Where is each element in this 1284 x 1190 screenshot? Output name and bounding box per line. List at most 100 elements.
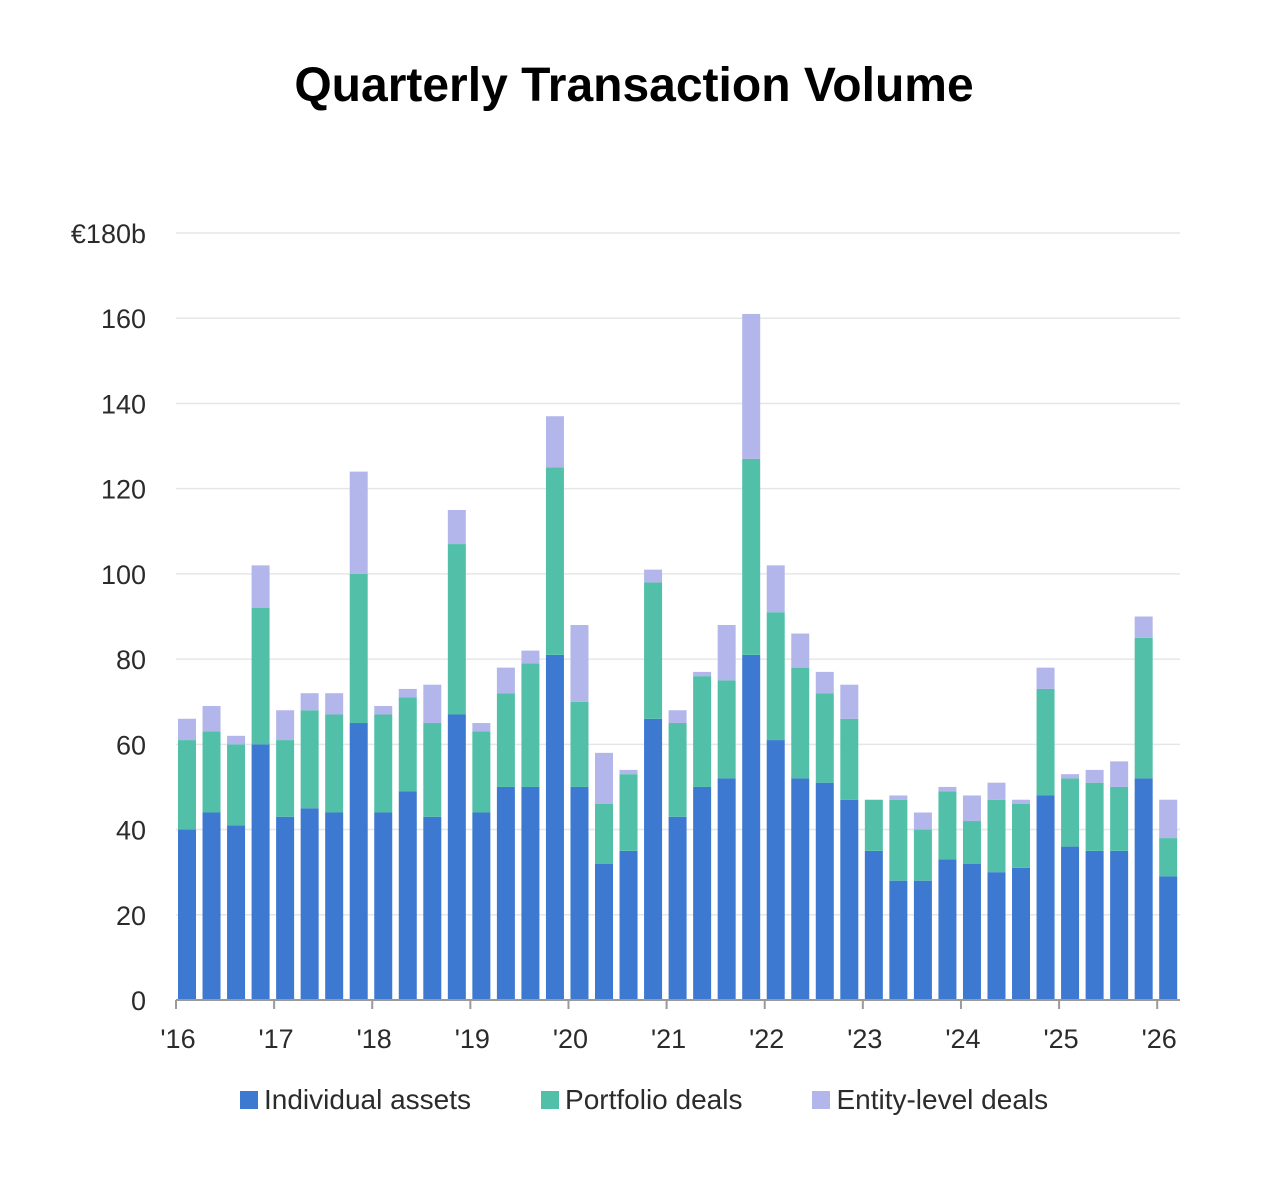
bar-segment-portfolio-deals <box>742 458 761 655</box>
bar-segment-portfolio-deals <box>1036 688 1055 796</box>
bar-segment-portfolio-deals <box>570 701 589 787</box>
bar-segment-individual-assets <box>913 880 932 1000</box>
bar-segment-portfolio-deals <box>717 680 736 779</box>
bar-stack <box>545 416 564 1000</box>
bar-stack <box>717 625 736 1000</box>
bar-segment-portfolio-deals <box>766 612 785 741</box>
bar-stack <box>349 471 368 1000</box>
bar-stack <box>1110 761 1129 1000</box>
bar-segment-entity-level-deals <box>496 667 515 694</box>
legend: Individual assets Portfolio deals Entity… <box>240 1084 1048 1116</box>
bar-stack <box>889 795 908 1000</box>
bar-segment-individual-assets <box>202 812 221 1000</box>
legend-item-portfolio-deals: Portfolio deals <box>541 1084 742 1116</box>
bar-segment-entity-level-deals <box>668 710 687 724</box>
x-tick-label: '16 <box>160 1024 195 1054</box>
x-tick-label: '26 <box>1142 1024 1177 1054</box>
bar-segment-individual-assets <box>496 786 515 1000</box>
bar-segment-individual-assets <box>840 799 859 1000</box>
bar-segment-individual-assets <box>521 786 540 1000</box>
bar-segment-entity-level-deals <box>1134 616 1153 638</box>
bar-segment-individual-assets <box>595 863 614 1000</box>
bar-stack <box>178 718 196 1000</box>
y-tick-label: 60 <box>116 730 146 760</box>
y-tick-label: 20 <box>116 901 146 931</box>
bar-segment-entity-level-deals <box>693 671 712 677</box>
bar-segment-individual-assets <box>447 714 466 1000</box>
bar-segment-entity-level-deals <box>447 509 466 545</box>
bar-stack <box>521 650 540 1000</box>
bar-segment-portfolio-deals <box>178 740 196 830</box>
bar-segment-individual-assets <box>619 850 638 1000</box>
legend-label-entity-level-deals: Entity-level deals <box>836 1084 1049 1115</box>
bar-stack <box>496 667 515 1000</box>
bar-segment-portfolio-deals <box>447 544 466 715</box>
bar-segment-entity-level-deals <box>619 769 638 775</box>
x-tick-label: '18 <box>357 1024 392 1054</box>
y-tick-label: 80 <box>116 645 146 675</box>
x-tick-label: '19 <box>455 1024 490 1054</box>
legend-label-portfolio-deals: Portfolio deals <box>565 1084 743 1115</box>
y-tick-label: 140 <box>101 389 146 419</box>
bar-segment-entity-level-deals <box>1036 667 1055 689</box>
bar-stack <box>864 799 883 1000</box>
bar-stack <box>840 684 859 1000</box>
legend-swatch-portfolio-deals <box>541 1091 560 1109</box>
bar-segment-individual-assets <box>423 816 442 1000</box>
bar-segment-portfolio-deals <box>619 774 638 851</box>
bar-segment-entity-level-deals <box>570 625 589 702</box>
legend-swatch-entity-level-deals <box>812 1091 831 1109</box>
x-axis-ticks: '16 '17 '18 '19 '20 '21 '22 '23 '24 '25 '26 <box>160 1000 1177 1054</box>
y-tick-label: €180b <box>71 219 146 249</box>
x-tick-label: '20 <box>553 1024 588 1054</box>
bar-segment-individual-assets <box>276 816 295 1000</box>
bar-segment-individual-assets <box>325 812 344 1000</box>
bar-segment-individual-assets <box>570 786 589 1000</box>
bar-stack <box>938 786 957 1000</box>
bar-segment-entity-level-deals <box>717 625 736 681</box>
bar-segment-entity-level-deals <box>349 471 368 574</box>
bar-segment-individual-assets <box>1061 846 1080 1000</box>
bar-segment-individual-assets <box>472 812 491 1000</box>
bar-segment-portfolio-deals <box>1110 786 1129 851</box>
bar-segment-individual-assets <box>1036 795 1055 1000</box>
bar-segment-portfolio-deals <box>202 731 221 813</box>
bar-segment-portfolio-deals <box>913 829 932 881</box>
bar-segment-entity-level-deals <box>889 795 908 800</box>
x-tick-label: '21 <box>651 1024 686 1054</box>
x-tick-label: '23 <box>847 1024 882 1054</box>
bar-segment-entity-level-deals <box>423 684 442 724</box>
bar-segment-entity-level-deals <box>300 693 319 711</box>
y-tick-label: 160 <box>101 304 146 334</box>
bar-segment-individual-assets <box>766 740 785 1000</box>
bar-stack <box>227 735 246 1000</box>
x-tick-label: '17 <box>259 1024 294 1054</box>
bar-segment-portfolio-deals <box>496 693 515 787</box>
bar-segment-individual-assets <box>300 808 319 1000</box>
bar-segment-portfolio-deals <box>791 667 810 779</box>
y-tick-label: 0 <box>131 986 146 1016</box>
bar-segment-portfolio-deals <box>864 799 883 851</box>
bar-stack <box>1061 774 1080 1000</box>
bar-segment-portfolio-deals <box>545 467 564 655</box>
bar-segment-individual-assets <box>938 859 957 1000</box>
bar-stack <box>1134 616 1153 1000</box>
bar-segment-portfolio-deals <box>472 731 491 813</box>
legend-label-individual-assets: Individual assets <box>264 1084 472 1115</box>
bar-stack <box>619 769 638 1000</box>
bar-stack <box>815 671 834 1000</box>
y-axis-ticks: 0 20 40 60 80 100 120 140 160 €180b <box>71 219 146 1016</box>
y-tick-label: 40 <box>116 816 146 846</box>
bar-stack <box>644 569 663 1000</box>
bar-segment-individual-assets <box>791 778 810 1000</box>
bar-segment-entity-level-deals <box>1159 799 1178 839</box>
bar-segment-portfolio-deals <box>668 723 687 817</box>
bar-stack <box>595 752 614 1000</box>
bar-stack <box>1012 799 1031 1000</box>
bar-segment-entity-level-deals <box>521 650 540 664</box>
bar-segment-entity-level-deals <box>962 795 981 822</box>
bar-stack <box>570 625 589 1000</box>
bar-segment-portfolio-deals <box>693 676 712 787</box>
bar-segment-entity-level-deals <box>251 565 270 608</box>
bar-segment-entity-level-deals <box>791 633 810 668</box>
